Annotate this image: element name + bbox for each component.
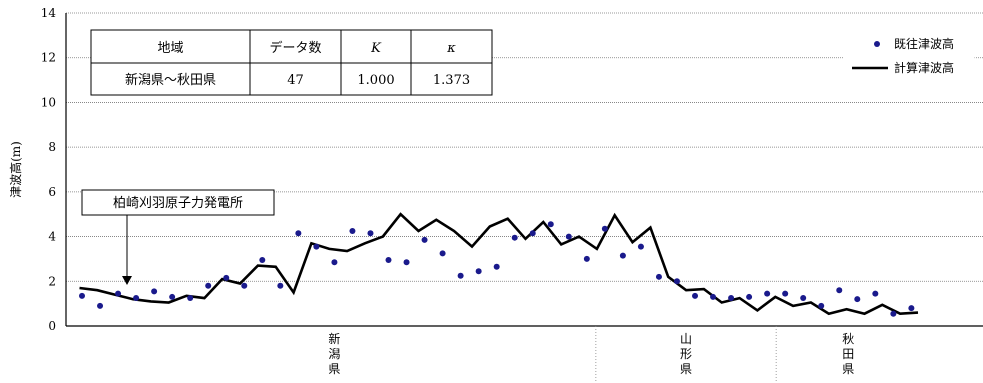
observed-height-point (421, 236, 428, 243)
y-tick-label: 14 (41, 6, 57, 20)
observed-height-point (241, 282, 248, 289)
observed-height-point (655, 273, 662, 280)
observed-height-point (872, 290, 879, 297)
observed-height-point (601, 225, 608, 232)
table-cell: 新潟県〜秋田県 (125, 72, 216, 88)
observed-height-point (728, 295, 735, 302)
table-cell: 1.000 (357, 73, 394, 88)
observed-height-point (692, 292, 699, 299)
y-tick-label: 6 (48, 185, 56, 199)
observed-height-point (818, 302, 825, 309)
annotation-label: 柏崎刈羽原子力発電所 (113, 196, 243, 211)
table-header: データ数 (269, 40, 321, 56)
table-header: κ (446, 41, 456, 56)
y-tick-label: 4 (48, 230, 56, 244)
observed-height-point (565, 233, 572, 240)
observed-height-point (457, 272, 464, 279)
observed-height-point (331, 259, 338, 266)
table-cell: 47 (287, 73, 304, 88)
observed-height-point (493, 263, 500, 270)
observed-height-point (547, 221, 554, 228)
region-label: 新潟県 (328, 331, 340, 376)
table-header: K (370, 41, 382, 56)
region-label: 秋田県 (842, 332, 854, 376)
observed-height-point (277, 282, 284, 289)
observed-height-point (169, 293, 176, 300)
observed-height-point (619, 252, 626, 259)
observed-height-point (800, 295, 807, 302)
observed-height-point (79, 292, 85, 299)
observed-height-point (439, 250, 446, 257)
observed-height-point (746, 293, 753, 300)
computed-height-line (79, 212, 919, 316)
observed-height-point (367, 230, 374, 237)
legend-label: 既往津波高 (894, 36, 954, 51)
observed-height-point (349, 227, 356, 234)
observed-height-point (836, 287, 843, 294)
observed-height-point (854, 296, 861, 303)
observed-height-point (782, 290, 789, 297)
observed-height-point (403, 259, 410, 266)
observed-height-point (637, 243, 644, 250)
observed-height-point (673, 278, 680, 285)
table-header: 地域 (157, 41, 183, 56)
observed-height-point (511, 234, 518, 241)
observed-height-point (890, 310, 897, 317)
y-axis-label: 津波高(m) (8, 141, 23, 198)
legend-dot-marker (874, 41, 880, 47)
observed-height-point (151, 288, 158, 295)
observed-height-point (259, 257, 266, 264)
observed-height-point (295, 230, 302, 237)
observed-height-point (133, 295, 140, 302)
observed-height-point (475, 268, 482, 275)
observed-height-point (529, 230, 536, 237)
observed-height-point (385, 257, 392, 264)
observed-height-point (205, 282, 212, 289)
observed-height-point (583, 255, 590, 262)
y-tick-label: 10 (41, 95, 56, 109)
observed-height-point (764, 290, 771, 297)
y-tick-label: 12 (41, 51, 56, 65)
observed-height-point (313, 243, 320, 250)
observed-height-point (908, 305, 915, 312)
table-cell: 1.373 (433, 73, 470, 88)
observed-height-point (97, 302, 104, 309)
observed-height-point (187, 295, 194, 302)
region-label: 山形県 (680, 332, 692, 376)
y-tick-label: 8 (48, 140, 56, 154)
y-tick-label: 0 (48, 319, 56, 333)
legend-label: 計算津波高 (894, 60, 954, 75)
annotation-arrow-head (122, 276, 132, 285)
observed-height-point (115, 290, 122, 297)
legend (843, 29, 975, 81)
observed-height-point (223, 274, 230, 281)
observed-height-point (710, 293, 717, 300)
annotation-box (81, 189, 275, 216)
y-tick-label: 2 (48, 274, 56, 288)
